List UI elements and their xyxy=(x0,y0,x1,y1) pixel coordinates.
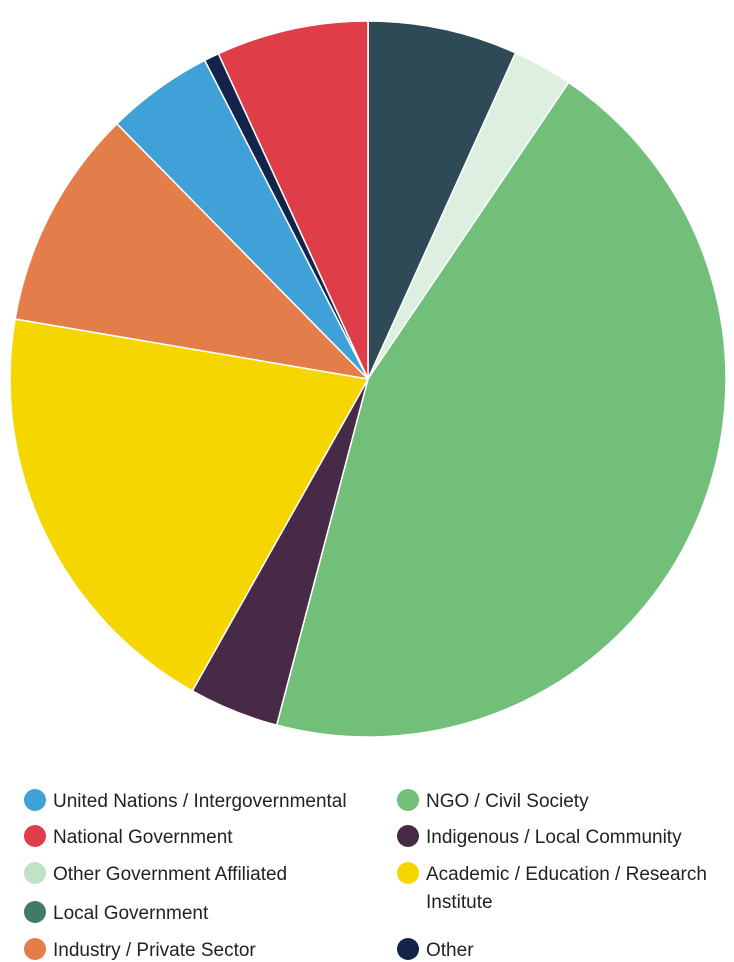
legend-label-line2: Institute xyxy=(426,892,493,913)
legend-label: United Nations / Intergovernmental xyxy=(53,791,347,812)
legend-swatch xyxy=(397,789,419,811)
pie-slice-ngo-civil-society xyxy=(275,81,727,738)
legend-label: Other xyxy=(426,940,474,961)
legend-item-academic-education-research: Academic / Education / Research Institute xyxy=(397,862,707,913)
legend-item-other: Other xyxy=(397,938,474,961)
pie-slices xyxy=(9,20,727,738)
legend-label: National Government xyxy=(53,827,233,848)
pie-slice-industry-private-sector xyxy=(14,123,369,380)
legend-item-industry-private-sector: Industry / Private Sector xyxy=(24,938,256,961)
legend-label: Academic / Education / Research xyxy=(426,864,707,885)
legend-item-local-government: Local Government xyxy=(24,901,209,924)
legend-swatch xyxy=(397,938,419,960)
pie-slice-local-government xyxy=(367,20,517,380)
legend-label: NGO / Civil Society xyxy=(426,791,589,812)
pie-slice-academic-education-research-institute xyxy=(9,318,369,692)
legend-swatch xyxy=(24,901,46,923)
legend-item-other-government-affiliated: Other Government Affiliated xyxy=(24,862,287,885)
legend-swatch xyxy=(24,862,46,884)
legend-item-united-nations-intergovernmental: United Nations / Intergovernmental xyxy=(24,789,347,812)
legend-swatch xyxy=(397,825,419,847)
legend-label: Local Government xyxy=(53,903,209,924)
legend-swatch xyxy=(397,862,419,884)
legend-item-national-government: National Government xyxy=(24,825,233,848)
legend-swatch xyxy=(24,825,46,847)
legend-item-ngo-civil-society: NGO / Civil Society xyxy=(397,789,589,812)
legend-swatch xyxy=(24,938,46,960)
legend-label: Other Government Affiliated xyxy=(53,864,287,885)
legend-swatch xyxy=(24,789,46,811)
legend-label: Indigenous / Local Community xyxy=(426,827,682,848)
legend: United Nations / Intergovernmental Nation… xyxy=(24,789,707,961)
pie-slice-national-government xyxy=(217,20,369,380)
legend-item-indigenous-local-community: Indigenous / Local Community xyxy=(397,825,682,848)
legend-label: Industry / Private Sector xyxy=(53,940,256,961)
